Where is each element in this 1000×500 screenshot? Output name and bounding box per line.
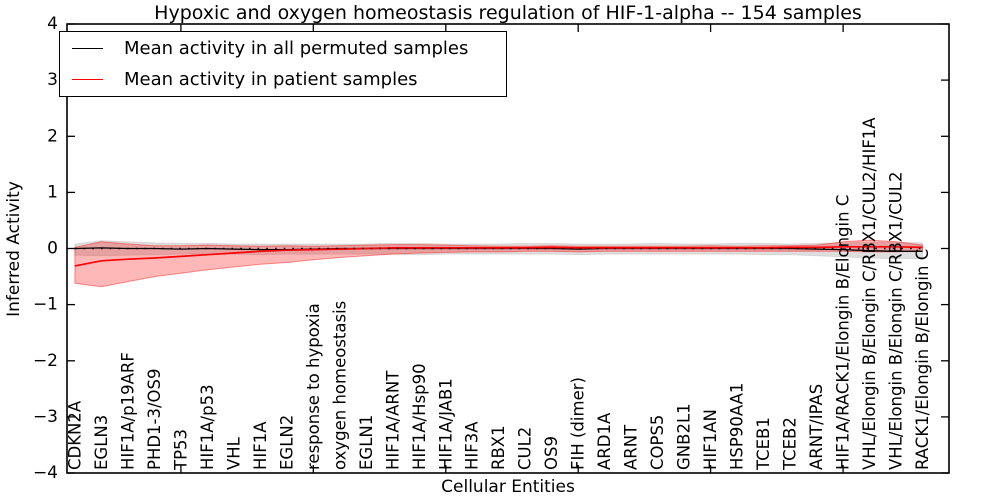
x-category-label: OS9 [542,436,561,470]
x-category-label: ARNT/IPAS [807,384,826,470]
legend-line-sample-black [72,48,103,49]
x-category-label: HIF1A [251,421,270,470]
x-category-label: COPS5 [648,415,667,470]
chart-title: Hypoxic and oxygen homeostasis regulatio… [154,2,862,24]
x-axis-label: Cellular Entities [441,477,575,497]
y-tick-label: 4 [47,14,58,34]
x-category-label: HIF1A/RACK1/Elongin B/Elongin C [834,195,853,470]
x-category-label: ARNT [622,424,641,470]
x-category-label: TP53 [171,429,190,471]
x-category-label: FIH (dimer) [569,377,588,470]
x-category-label: VHL/Elongin B/Elongin C/RBX1/CUL2 [887,172,906,470]
y-tick-label: −1 [33,295,58,315]
x-category-label: response to hypoxia [304,303,323,470]
patient-mean-line [74,245,923,267]
x-category-label: RBX1 [489,425,508,470]
x-category-label: HIF1A/Hsp90 [410,363,429,470]
legend-item-patient: Mean activity in patient samples [60,64,506,95]
x-category-label: HIF1A/ARNT [383,370,402,470]
x-category-label: RACK1/Elongin B/Elongin C [913,249,932,470]
x-category-label: HIF1A/p19ARF [118,352,137,470]
legend-line-sample-red [72,79,103,80]
x-category-label: TCEB2 [781,417,800,471]
y-axis-label: Inferred Activity [4,181,24,317]
x-category-label: HIF3A [463,421,482,470]
y-tick-label: 0 [47,239,58,259]
y-tick-label: 2 [47,126,58,146]
x-category-label: GNB2L1 [675,403,694,470]
x-category-label: VHL/Elongin B/Elongin C/RBX1/CUL2/HIF1A [860,117,879,470]
x-category-label: EGLN2 [277,415,296,470]
x-category-label: HSP90AA1 [728,383,747,470]
legend: Mean activity in all permuted samples Me… [59,31,507,97]
x-category-label: PHD1-3/OS9 [145,368,164,470]
x-category-label: ARD1A [595,412,614,470]
legend-label-patient: Mean activity in patient samples [124,69,418,90]
x-category-label: oxygen homeostasis [330,301,349,470]
x-category-label: CUL2 [516,427,535,470]
y-tick-label: −4 [33,463,58,483]
x-category-label: EGLN1 [357,415,376,470]
permuted-std-band [74,240,923,260]
y-tick-label: −2 [33,351,58,371]
x-category-label: TCEB1 [754,417,773,471]
x-category-label: HIF1AN [701,409,720,470]
x-category-label: VHL [224,436,243,470]
x-category-label: EGLN3 [92,415,111,470]
legend-label-permuted: Mean activity in all permuted samples [124,38,469,59]
legend-item-permuted: Mean activity in all permuted samples [60,33,506,64]
x-category-label: HIF1A/p53 [198,384,217,470]
y-tick-label: 1 [47,182,58,202]
x-category-label: HIF1A/JAB1 [436,378,455,470]
x-category-label: CDKN2A [65,400,84,470]
y-tick-label: 3 [47,70,58,90]
y-tick-label: −3 [33,407,58,427]
